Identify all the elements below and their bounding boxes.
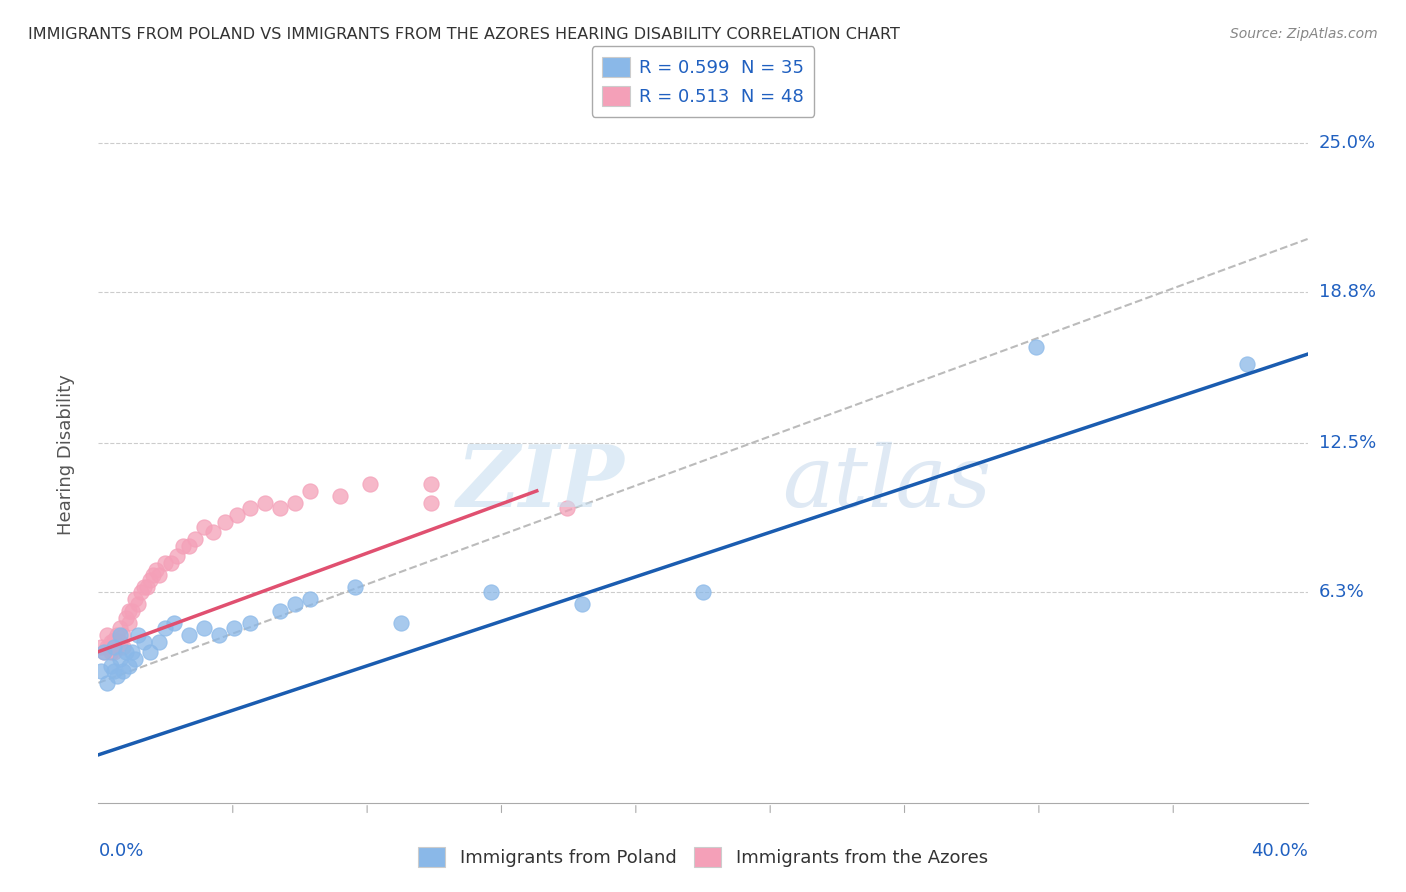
Text: 12.5%: 12.5% xyxy=(1319,434,1376,452)
Point xyxy=(93,645,115,659)
Point xyxy=(239,500,262,515)
Point xyxy=(299,483,322,498)
Text: 0.0%: 0.0% xyxy=(98,842,143,860)
Point xyxy=(269,604,291,618)
Point xyxy=(360,476,382,491)
Point xyxy=(179,539,201,553)
Point xyxy=(142,567,165,582)
Point xyxy=(420,496,443,510)
Point xyxy=(208,628,231,642)
Point xyxy=(114,645,136,659)
Point xyxy=(239,615,262,630)
Point xyxy=(132,580,155,594)
Text: ZIP: ZIP xyxy=(457,441,624,524)
Point xyxy=(96,640,118,654)
Point xyxy=(108,628,131,642)
Point xyxy=(124,591,146,606)
Point xyxy=(103,664,125,678)
Point xyxy=(1024,340,1046,354)
Point xyxy=(103,640,125,654)
Point xyxy=(111,628,134,642)
Point xyxy=(166,549,188,563)
Point xyxy=(253,496,276,510)
Point xyxy=(96,628,118,642)
Point xyxy=(299,591,322,606)
Legend: Immigrants from Poland, Immigrants from the Azores: Immigrants from Poland, Immigrants from … xyxy=(411,839,995,874)
Point xyxy=(172,539,194,553)
Point xyxy=(184,532,207,546)
Point xyxy=(214,515,236,529)
Point xyxy=(148,635,170,649)
Point xyxy=(139,645,162,659)
Point xyxy=(284,597,307,611)
Point xyxy=(269,500,291,515)
Point xyxy=(111,664,134,678)
Point xyxy=(105,640,128,654)
Point xyxy=(389,615,412,630)
Point xyxy=(111,640,134,654)
Point xyxy=(163,615,186,630)
Point xyxy=(124,652,146,666)
Point xyxy=(114,611,136,625)
Point xyxy=(100,635,122,649)
Point xyxy=(127,597,149,611)
Point xyxy=(90,640,112,654)
Point xyxy=(145,563,167,577)
Point xyxy=(96,676,118,690)
Point xyxy=(139,573,162,587)
Text: 25.0%: 25.0% xyxy=(1319,134,1376,152)
Point xyxy=(127,628,149,642)
Text: IMMIGRANTS FROM POLAND VS IMMIGRANTS FROM THE AZORES HEARING DISABILITY CORRELAT: IMMIGRANTS FROM POLAND VS IMMIGRANTS FRO… xyxy=(28,27,900,42)
Point xyxy=(571,597,593,611)
Point xyxy=(132,635,155,649)
Point xyxy=(224,621,246,635)
Point xyxy=(1236,357,1258,371)
Point xyxy=(193,520,215,534)
Point xyxy=(344,580,367,594)
Legend: R = 0.599  N = 35, R = 0.513  N = 48: R = 0.599 N = 35, R = 0.513 N = 48 xyxy=(592,46,814,117)
Point xyxy=(103,640,125,654)
Point xyxy=(692,584,714,599)
Text: 40.0%: 40.0% xyxy=(1251,842,1308,860)
Point xyxy=(555,500,578,515)
Point xyxy=(100,645,122,659)
Point xyxy=(103,632,125,647)
Point xyxy=(108,621,131,635)
Point xyxy=(148,567,170,582)
Text: 6.3%: 6.3% xyxy=(1319,582,1364,600)
Point xyxy=(179,628,201,642)
Point xyxy=(118,604,141,618)
Point xyxy=(105,628,128,642)
Text: Source: ZipAtlas.com: Source: ZipAtlas.com xyxy=(1230,27,1378,41)
Y-axis label: Hearing Disability: Hearing Disability xyxy=(56,375,75,535)
Point xyxy=(90,664,112,678)
Point xyxy=(329,489,352,503)
Point xyxy=(160,556,183,570)
Point xyxy=(153,621,176,635)
Point xyxy=(105,668,128,682)
Text: atlas: atlas xyxy=(782,442,991,524)
Point xyxy=(121,604,143,618)
Point xyxy=(129,584,152,599)
Point xyxy=(153,556,176,570)
Text: 18.8%: 18.8% xyxy=(1319,283,1375,301)
Point xyxy=(226,508,249,522)
Point xyxy=(481,584,503,599)
Point xyxy=(118,659,141,673)
Point xyxy=(121,645,143,659)
Point xyxy=(93,645,115,659)
Point xyxy=(118,615,141,630)
Point xyxy=(135,580,157,594)
Point xyxy=(420,476,443,491)
Point xyxy=(202,524,225,539)
Point xyxy=(103,645,125,659)
Point xyxy=(284,496,307,510)
Point xyxy=(193,621,215,635)
Point xyxy=(108,652,131,666)
Point xyxy=(108,635,131,649)
Point xyxy=(100,659,122,673)
